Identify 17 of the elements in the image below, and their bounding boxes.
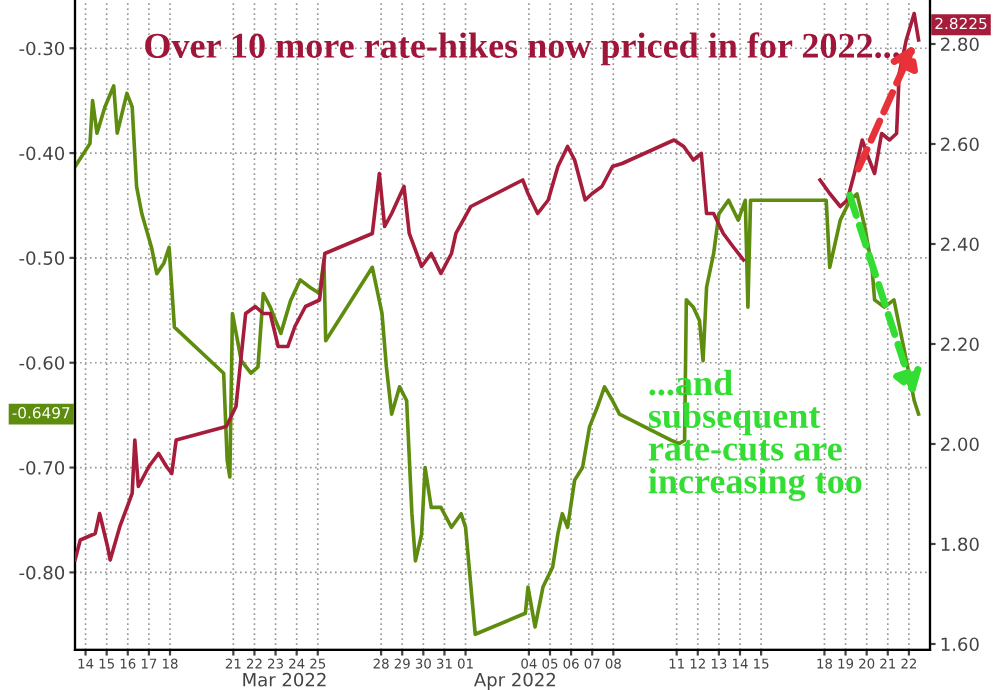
y-tick-label: -0.70 [19,461,65,475]
text: Mar 2022 [243,672,326,687]
y-tick-label: -0.50 [19,251,65,266]
line-series [75,84,921,637]
y2-tick-label: 2.60 [941,137,979,152]
y2-tick-label: 1.60 [941,637,979,652]
y2-tick-label: 2.20 [941,337,979,352]
y-tick-label: -0.40 [19,146,65,161]
text: Apr 2022 [474,672,555,690]
y2-tick-label: 1.80 [941,537,979,552]
y2-tick-label: 2.00 [941,437,979,452]
y2-tick-label: 2.80 [941,37,979,52]
text: Over 10 more rate-hikes now priced in for 2022... [145,32,900,66]
y-tick-label: -0.30 [19,41,65,56]
y-tick-label: -0.60 [19,356,65,370]
y-tick-label: -0.80 [19,565,65,580]
y2-tick-label: 2.40 [941,237,979,252]
